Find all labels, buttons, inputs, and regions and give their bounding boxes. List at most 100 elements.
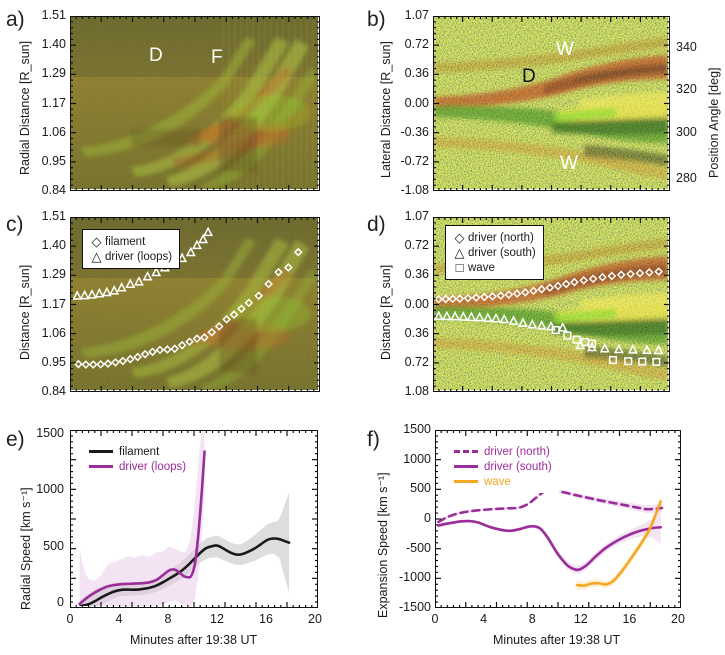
y-tick-label-right: 280 (676, 170, 697, 185)
y-tick-label-right: 320 (676, 81, 697, 96)
data-point (222, 314, 231, 324)
panel-e-label: e) (6, 428, 25, 451)
x-tick-label: 20 (308, 612, 322, 626)
y-tick-label: 1500 (36, 426, 64, 440)
triangle-marker-icon: △ (91, 249, 102, 264)
data-point (192, 239, 202, 250)
panel-e-xlabel: Minutes after 19:38 UT (130, 633, 258, 647)
data-point (638, 357, 647, 366)
data-point (474, 311, 485, 322)
y-tick-label: -500 (405, 540, 431, 555)
data-point (192, 334, 202, 343)
y-tick-label: 1.40 (41, 238, 66, 253)
legend-item-driver-loops: △ driver (loops) (88, 249, 173, 264)
line-swatch-orange (454, 480, 478, 483)
series-driver--north- (434, 267, 664, 304)
data-point (214, 322, 224, 331)
panel-d-legend: ◇ driver (north) △ driver (south) □ wave (445, 225, 544, 280)
legend-item-driver-north: driver (north) (454, 444, 552, 459)
triangle-marker-icon: △ (454, 245, 465, 260)
panel-b-ticks (433, 16, 670, 191)
panel-f-xlabel: Minutes after 19:38 UT (493, 633, 621, 647)
data-point (471, 293, 481, 302)
x-tick-label: 16 (622, 612, 637, 626)
data-point (237, 304, 246, 314)
y-tick-label: 0.72 (404, 238, 429, 253)
y-tick-label: 500 (410, 481, 431, 496)
series-line-driver--loops- (78, 450, 206, 606)
panel-c-legend: ◇ filament △ driver (loops) (82, 229, 181, 269)
panel-b-jmap-image (434, 17, 669, 190)
panel-a-jmap-image (71, 17, 319, 190)
data-point (229, 310, 239, 319)
data-point (185, 337, 194, 347)
panel-c-datapoints (72, 226, 303, 369)
series-filament (74, 247, 303, 369)
panel-b-annotation-d: D (522, 66, 536, 87)
data-point (133, 276, 144, 286)
data-point (274, 267, 283, 277)
y-tick-label: 1.51 (41, 209, 66, 223)
data-point (557, 322, 568, 332)
data-point (563, 331, 572, 340)
data-point (624, 357, 633, 366)
y-tick-label: 1.17 (41, 296, 66, 311)
data-point (536, 320, 547, 330)
data-point (599, 342, 610, 353)
diamond-marker-icon: ◇ (454, 230, 465, 245)
data-point (264, 279, 273, 289)
panel-f-legend: driver (north) driver (south) wave (449, 440, 559, 493)
y-tick-label: 0 (57, 595, 64, 610)
data-point (148, 347, 157, 357)
data-point (81, 360, 91, 369)
panel-e-ticks (70, 430, 318, 608)
data-point (553, 281, 563, 291)
data-point (293, 247, 303, 257)
x-tick-label: 0 (431, 612, 439, 626)
data-point (642, 344, 652, 355)
data-point (463, 293, 473, 303)
panel-f-ticks (435, 430, 681, 608)
panel-d: d) Distance [R_sun] 1.07 0.72 0.36 0.00 0.36… (363, 205, 725, 415)
data-point (111, 358, 120, 367)
data-point (254, 291, 264, 301)
data-point (572, 335, 581, 344)
data-point (587, 339, 596, 348)
x-tick-label: 4 (480, 612, 488, 626)
legend-label: driver (loops) (119, 460, 187, 473)
data-point (198, 233, 209, 244)
data-point (652, 357, 661, 366)
data-point (101, 286, 112, 297)
data-point (441, 310, 452, 321)
data-point (244, 298, 254, 308)
data-point (508, 315, 519, 325)
series-line-wave (575, 500, 663, 587)
data-point (561, 279, 571, 289)
x-tick-label: 12 (210, 612, 224, 626)
data-point (142, 270, 153, 281)
data-point (441, 294, 451, 304)
legend-item-filament: ◇ filament (88, 234, 172, 249)
series-line-filament (79, 537, 291, 606)
y-tick-label: 0.95 (41, 153, 66, 168)
x-tick-label: 8 (164, 612, 172, 626)
y-tick-label: 1.51 (41, 8, 66, 22)
data-point (96, 359, 106, 369)
legend-item-filament: filament (89, 444, 186, 459)
line-swatch-black (89, 450, 113, 453)
data-point (627, 344, 638, 354)
panel-c: c) Distance [R_sun] 1.51 1.40 1.29 1.17 1.06… (0, 205, 362, 415)
data-point (133, 352, 143, 362)
data-point (512, 289, 522, 298)
y-tick-label: 1.17 (41, 95, 66, 110)
uncertainty-band-filament (80, 492, 290, 606)
panel-a-plot-frame: D F (70, 16, 320, 191)
diamond-marker-icon: ◇ (91, 234, 102, 249)
uncertainty-band-wave (576, 495, 661, 591)
data-point (140, 349, 150, 359)
series-driver--south- (434, 310, 664, 355)
data-point (607, 271, 617, 281)
data-point (579, 276, 589, 285)
panel-b-plot-frame: W D W (433, 16, 670, 191)
y-tick-label: 1.08 (404, 384, 429, 398)
